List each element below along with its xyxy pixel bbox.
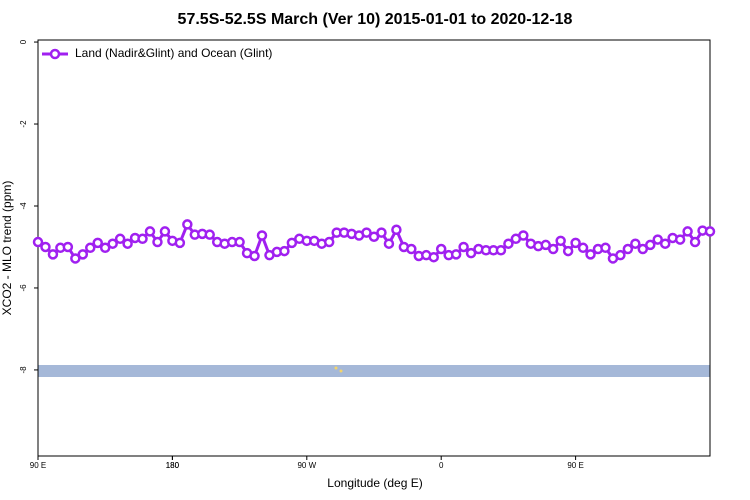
data-point bbox=[122, 238, 133, 249]
data-point bbox=[70, 253, 81, 264]
data-point bbox=[406, 243, 417, 255]
data-point bbox=[391, 224, 402, 236]
data-point bbox=[383, 238, 395, 249]
data-point bbox=[570, 237, 581, 249]
data-point bbox=[152, 236, 163, 248]
data-point bbox=[428, 251, 439, 263]
data-point bbox=[495, 245, 507, 256]
data-point bbox=[577, 242, 589, 254]
x-tick-label: 90 E bbox=[567, 461, 583, 470]
data-point bbox=[47, 249, 59, 260]
data-point bbox=[368, 231, 380, 242]
data-point bbox=[540, 239, 551, 251]
coverage-speck bbox=[334, 366, 338, 370]
data-point bbox=[689, 236, 701, 248]
data-point bbox=[674, 234, 686, 245]
y-tick-label: -6 bbox=[19, 284, 28, 292]
data-point bbox=[99, 242, 111, 254]
data-point bbox=[137, 233, 148, 245]
data-point bbox=[630, 238, 641, 249]
data-point bbox=[547, 243, 559, 255]
data-point bbox=[600, 242, 611, 254]
data-point bbox=[435, 243, 447, 255]
data-point bbox=[637, 243, 649, 255]
data-point bbox=[323, 236, 335, 248]
data-point bbox=[234, 236, 245, 248]
data-point bbox=[645, 239, 656, 251]
data-point bbox=[622, 243, 634, 255]
data-point bbox=[249, 250, 260, 262]
data-point bbox=[32, 236, 44, 248]
y-tick-label: 0 bbox=[19, 39, 28, 44]
data-point bbox=[518, 230, 529, 241]
legend-label: Land (Nadir&Glint) and Ocean (Glint) bbox=[75, 46, 272, 60]
data-point bbox=[465, 247, 477, 259]
x-tick-label: 0 bbox=[439, 461, 444, 470]
legend-marker bbox=[49, 48, 61, 60]
data-point bbox=[159, 226, 171, 237]
x-tick-label: 90 W bbox=[297, 461, 316, 470]
x-tick-label: 180 bbox=[166, 461, 180, 470]
data-point bbox=[107, 238, 118, 249]
data-point bbox=[615, 249, 626, 261]
chart-title: 57.5S-52.5S March (Ver 10) 2015-01-01 to… bbox=[178, 11, 573, 28]
data-point bbox=[682, 226, 693, 237]
data-point bbox=[555, 235, 566, 247]
data-point bbox=[144, 226, 156, 237]
y-tick-label: -2 bbox=[19, 120, 28, 128]
data-point bbox=[659, 238, 671, 249]
data-point bbox=[114, 233, 126, 245]
data-point bbox=[62, 241, 74, 253]
x-tick-label: 180 bbox=[166, 461, 180, 470]
data-point bbox=[174, 237, 186, 249]
coverage-band bbox=[38, 365, 710, 377]
x-tick-label: 90 E bbox=[30, 461, 46, 470]
plot-frame bbox=[37, 39, 711, 457]
data-point bbox=[503, 238, 514, 249]
data-point bbox=[182, 219, 193, 230]
coverage-speck bbox=[339, 369, 343, 373]
data-point bbox=[361, 227, 372, 238]
data-point bbox=[458, 241, 469, 253]
data-point bbox=[204, 229, 215, 240]
data-point bbox=[92, 237, 103, 249]
data-point bbox=[286, 237, 298, 249]
y-axis-label: XCO2 - MLO trend (ppm) bbox=[0, 181, 14, 316]
data-point bbox=[279, 245, 290, 257]
data-point bbox=[256, 230, 268, 241]
data-point bbox=[376, 227, 387, 238]
data-point bbox=[77, 249, 89, 260]
y-tick-label: -8 bbox=[19, 366, 28, 374]
data-point bbox=[652, 234, 663, 245]
data-point bbox=[562, 245, 574, 257]
data-point bbox=[85, 242, 96, 254]
data-point bbox=[450, 249, 462, 260]
data-point bbox=[704, 226, 716, 237]
y-tick-label: -4 bbox=[19, 202, 28, 210]
data-point bbox=[585, 249, 596, 260]
x-axis-label: Longitude (deg E) bbox=[327, 476, 422, 490]
data-point bbox=[40, 241, 51, 253]
